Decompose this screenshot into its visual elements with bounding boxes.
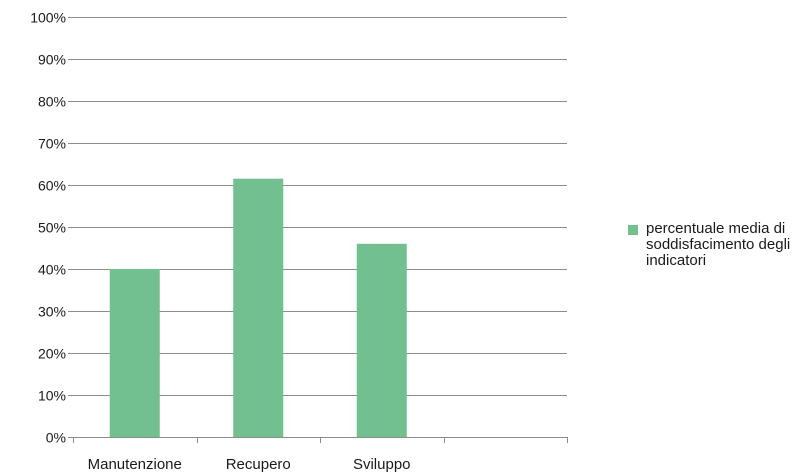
legend-entry: percentuale media di soddisfacimento deg… — [646, 220, 791, 269]
y-tick-label: 40% — [38, 262, 66, 278]
legend-swatch — [628, 225, 638, 235]
bar-manutenzione — [109, 269, 160, 437]
y-axis-ticks: 0% 10% 20% 30% 40% 50% 60% 70% 80% 90% 100% — [30, 10, 66, 446]
bar-recupero — [233, 178, 284, 437]
x-tick-label: Manutenzione — [88, 456, 182, 473]
bars — [109, 178, 407, 437]
y-tick-label: 100% — [30, 10, 66, 26]
legend: percentuale media di soddisfacimento deg… — [628, 221, 808, 269]
y-tick-label: 10% — [38, 388, 66, 404]
y-tick-label: 60% — [38, 178, 66, 194]
x-tick-label: Sviluppo — [353, 456, 411, 473]
y-tick-label: 50% — [38, 220, 66, 236]
y-tick-label: 70% — [38, 136, 66, 152]
bar-sviluppo — [356, 243, 407, 437]
x-tick-label: Recupero — [226, 456, 291, 473]
y-tick-label: 0% — [46, 430, 66, 446]
x-axis: Manutenzione Recupero Sviluppo — [68, 437, 568, 473]
y-tick-label: 90% — [38, 52, 66, 68]
y-tick-label: 20% — [38, 346, 66, 362]
y-tick-label: 30% — [38, 304, 66, 320]
y-tick-label: 80% — [38, 94, 66, 110]
